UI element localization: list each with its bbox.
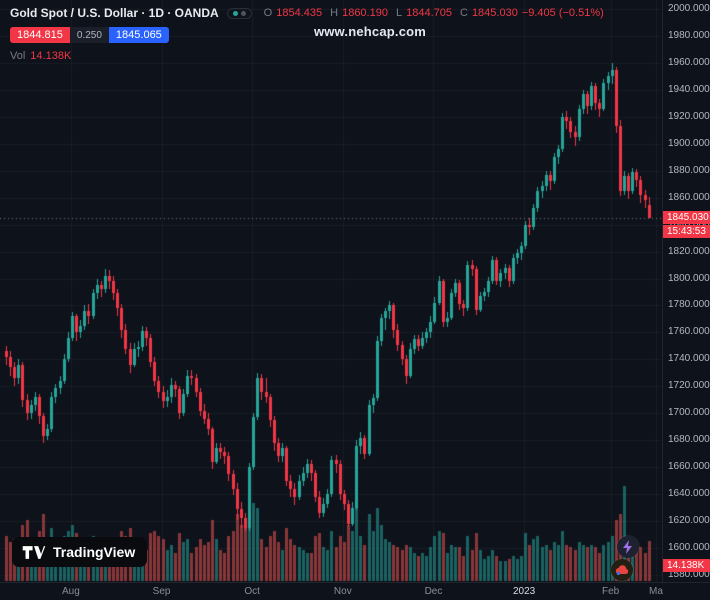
- time-axis-label: Ma: [649, 586, 663, 597]
- price-tick-label: 1860.000: [668, 191, 710, 203]
- volume-axis-badge: 14.138K: [663, 559, 710, 572]
- chart-header: Gold Spot / U.S. Dollar · 1D · OANDA O 1…: [10, 6, 604, 62]
- price-tick-label: 1640.000: [668, 488, 710, 500]
- price-tick-label: 1740.000: [668, 353, 710, 365]
- price-tick-label: 1720.000: [668, 380, 710, 392]
- price-tick-label: 1700.000: [668, 407, 710, 419]
- watermark: www.nehcap.com: [313, 24, 427, 39]
- close-label: C: [459, 7, 468, 19]
- price-tick-label: 1780.000: [668, 299, 710, 311]
- volume-row: Vol 14.138K: [10, 50, 604, 62]
- status-dot-green-icon: [232, 10, 238, 16]
- price-tick-label: 1900.000: [668, 137, 710, 149]
- high-label: H: [330, 7, 339, 19]
- price-tick-label: 1980.000: [668, 29, 710, 41]
- time-axis[interactable]: Aug Sep Oct Nov Dec 2023 Feb Ma: [0, 582, 710, 600]
- buy-button[interactable]: 1845.065: [108, 27, 169, 43]
- price-tick-label: 1940.000: [668, 83, 710, 95]
- time-axis-label: Feb: [602, 586, 620, 597]
- price-tick-label: 1920.000: [668, 110, 710, 122]
- price-tick-label: 1600.000: [668, 542, 710, 554]
- high-value: 1860.190: [342, 7, 388, 19]
- price-tick-label: 1620.000: [668, 515, 710, 527]
- price-tick-label: 1660.000: [668, 461, 710, 473]
- time-axis-label: Dec: [424, 586, 443, 597]
- close-value: 1845.030: [471, 7, 518, 19]
- open-value: 1854.435: [276, 7, 323, 19]
- price-tick-label: 1960.000: [668, 56, 710, 68]
- sell-button[interactable]: 1844.815: [10, 27, 70, 43]
- bid-ask-group: 1844.815 0.250 1845.065: [10, 27, 169, 43]
- price-tick-label: 2000.000: [668, 3, 710, 14]
- quick-trade-button[interactable]: [617, 536, 639, 558]
- time-axis-label: Oct: [244, 586, 260, 597]
- volume-value: 14.138K: [30, 50, 72, 62]
- price-tick-label: 1760.000: [668, 326, 710, 338]
- lightning-icon: [623, 540, 632, 554]
- time-axis-label: Sep: [152, 586, 171, 597]
- price-tick-label: 1680.000: [668, 434, 710, 446]
- price-axis[interactable]: 1845.030 15:43:53 14.138K 2000.000 1980.0…: [662, 0, 710, 582]
- market-status-indicator[interactable]: [226, 7, 252, 19]
- time-axis-label: Nov: [333, 586, 352, 597]
- tradingview-logo-text: TradingView: [53, 544, 136, 560]
- low-label: L: [395, 7, 403, 19]
- price-tick-label: 1840.000: [668, 219, 710, 230]
- browser-widget-button[interactable]: [611, 559, 633, 581]
- price-tick-label: 1580.000: [668, 569, 710, 580]
- tradingview-logo-icon: [22, 545, 46, 559]
- symbol-row: Gold Spot / U.S. Dollar · 1D · OANDA O 1…: [10, 6, 604, 20]
- low-value: 1844.705: [406, 7, 452, 19]
- cloud-icon: [615, 565, 629, 576]
- time-axis-label: Aug: [62, 586, 80, 597]
- volume-label: Vol: [10, 50, 26, 62]
- price-tick-label: 1800.000: [668, 272, 710, 284]
- open-label: O: [263, 7, 273, 19]
- symbol-title[interactable]: Gold Spot / U.S. Dollar · 1D · OANDA: [10, 6, 219, 20]
- status-dot-gray-icon: [240, 10, 246, 16]
- change-value: −9.405 (−0.51%): [521, 7, 604, 19]
- last-price-badge: 1845.030: [663, 210, 710, 224]
- bar-countdown-badge: 15:43:53: [663, 224, 710, 238]
- price-tick-label: 1880.000: [668, 164, 710, 176]
- tradingview-logo[interactable]: TradingView: [12, 537, 148, 567]
- time-axis-label: 2023: [512, 586, 536, 597]
- price-tick-label: 1820.000: [668, 245, 710, 257]
- ohlc-readout: O 1854.435 H 1860.190 L 1844.705 C 1845.…: [260, 7, 604, 19]
- spread-value: 0.250: [76, 29, 102, 41]
